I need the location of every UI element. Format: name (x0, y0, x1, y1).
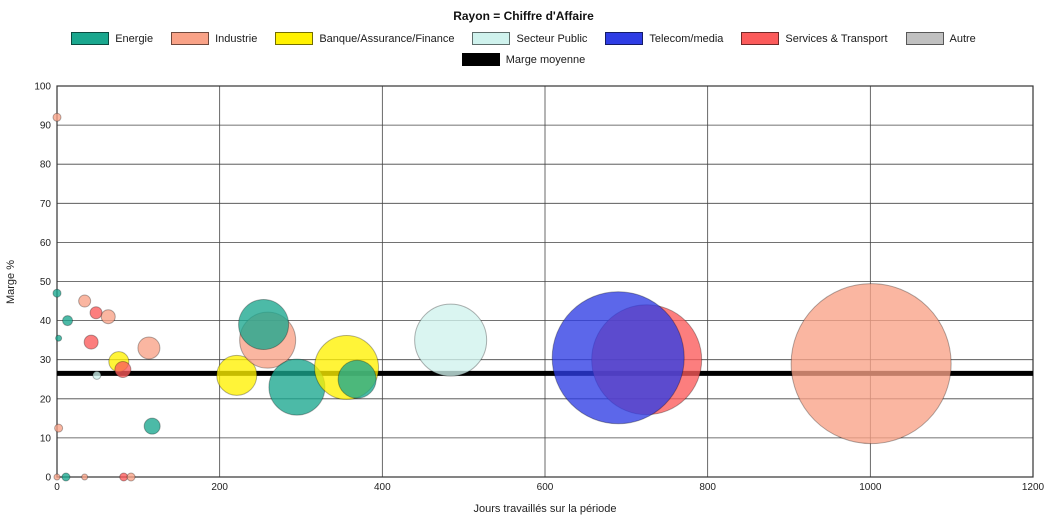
x-tick-label: 400 (374, 482, 391, 493)
legend-swatch (275, 32, 314, 45)
legend-swatch (461, 53, 500, 66)
x-tick-label: 200 (211, 482, 228, 493)
bubble (238, 299, 290, 351)
chart-title: Rayon = Chiffre d'Affaire (453, 9, 594, 23)
legend-label: Energie (115, 32, 154, 45)
legend-label: Autre (949, 32, 976, 45)
bubble (54, 423, 64, 433)
legend-swatch (171, 32, 210, 45)
legend-label: Banque/Assurance/Finance (319, 32, 455, 45)
bubble (53, 473, 61, 481)
y-tick-label: 80 (40, 160, 52, 171)
bubble (61, 472, 71, 482)
bubble (143, 417, 161, 435)
legend-label: Marge moyenne (505, 53, 586, 66)
legend-label: Telecom/media (649, 32, 724, 45)
bubble (216, 354, 258, 396)
legend-item: Banque/Assurance/Finance (275, 32, 454, 45)
bubble (414, 303, 488, 377)
bubble (137, 336, 161, 360)
bubble (52, 288, 62, 298)
bubble (89, 306, 103, 320)
bubble (52, 112, 62, 122)
x-tick-label: 1000 (859, 482, 882, 493)
bubble-chart: 0 200 400 600 800 1000 1200 0 10 20 30 40 50 60 70 80 90… (5, 82, 1045, 516)
y-tick-label: 50 (40, 277, 52, 288)
legend-label: Industrie (215, 32, 258, 45)
legend-swatch (741, 32, 780, 45)
legend-row-average: Marge moyenne (0, 49, 1047, 70)
bubble (119, 472, 129, 482)
bubble (337, 359, 377, 399)
bubble (78, 294, 92, 308)
y-tick-label: 60 (40, 238, 52, 249)
x-tick-label: 800 (699, 482, 716, 493)
x-tick-label: 1200 (1022, 482, 1045, 493)
x-tick-label: 600 (537, 482, 554, 493)
bubble (62, 315, 74, 327)
legend-swatch (605, 32, 644, 45)
bubble (551, 291, 685, 425)
legend-swatch (71, 32, 110, 45)
y-tick-label: 20 (40, 394, 52, 405)
bubble (100, 309, 116, 325)
y-tick-label: 10 (40, 433, 52, 444)
legend-item: Industrie (171, 32, 257, 45)
y-tick-label: 40 (40, 316, 52, 327)
legend-item: Telecom/media (605, 32, 723, 45)
legend-item: Autre (905, 32, 976, 45)
y-tick-label: 90 (40, 121, 52, 132)
y-tick-label: 100 (34, 82, 51, 93)
legend-item: Secteur Public (472, 32, 587, 45)
x-tick-label: 0 (54, 482, 60, 493)
legend-label: Secteur Public (516, 32, 588, 45)
bubble (83, 334, 99, 350)
legend-item: Energie (71, 32, 153, 45)
plot-border (56, 85, 1034, 478)
y-axis-title: Marge % (5, 260, 17, 304)
legend: Energie Industrie Banque/Assurance/Finance… (0, 26, 1047, 72)
bubble (790, 283, 952, 445)
x-axis-title: Jours travaillés sur la période (473, 503, 616, 515)
legend-label: Services & Transport (785, 32, 888, 45)
legend-swatch (472, 32, 511, 45)
bubble (92, 370, 102, 380)
legend-row-categories: Energie Industrie Banque/Assurance/Finance… (0, 28, 1047, 49)
legend-item: Services & Transport (741, 32, 888, 45)
legend-item-average: Marge moyenne (461, 53, 586, 66)
bubble (114, 360, 132, 378)
bubble (81, 473, 89, 481)
legend-swatch (905, 32, 944, 45)
bubble (55, 334, 63, 342)
y-tick-label: 0 (45, 473, 51, 484)
y-tick-label: 70 (40, 199, 52, 210)
y-tick-label: 30 (40, 355, 52, 366)
bubble (126, 472, 136, 482)
